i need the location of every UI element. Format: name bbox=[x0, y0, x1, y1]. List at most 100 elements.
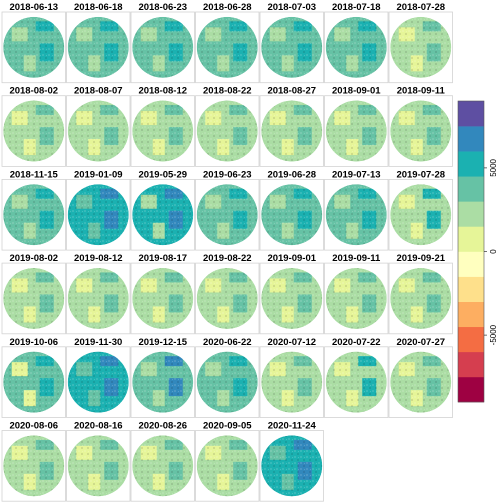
panel-2018-06-23: 2018-06-23 bbox=[130, 2, 195, 84]
panel-date-label: 2019-10-06 bbox=[9, 337, 58, 348]
panel-2018-07-18: 2018-07-18 bbox=[324, 2, 389, 84]
raster-disc bbox=[132, 184, 194, 246]
raster-disc bbox=[196, 435, 258, 497]
panel-frame bbox=[195, 178, 260, 251]
colorbar-segment bbox=[458, 176, 484, 202]
raster-disc bbox=[132, 351, 194, 413]
panel-2020-08-26: 2020-08-26 bbox=[130, 421, 195, 502]
raster-disc bbox=[67, 351, 129, 413]
panel-frame bbox=[388, 262, 453, 335]
panel-frame bbox=[1, 95, 66, 167]
panel-2019-08-22: 2019-08-22 bbox=[195, 253, 260, 335]
raster-disc bbox=[325, 100, 387, 162]
colorbar-segment bbox=[458, 326, 484, 353]
raster-texture bbox=[196, 184, 258, 246]
panel-date-label: 2018-06-13 bbox=[9, 2, 58, 13]
raster-disc bbox=[67, 184, 129, 246]
raster-texture bbox=[196, 435, 258, 497]
raster-texture bbox=[67, 435, 129, 497]
raster-disc bbox=[390, 16, 452, 78]
raster-texture bbox=[261, 16, 323, 78]
panel-frame bbox=[388, 95, 453, 167]
panel-date-label: 2018-08-12 bbox=[138, 86, 187, 97]
panel-date-label: 2018-07-03 bbox=[267, 2, 316, 13]
raster-disc bbox=[132, 267, 194, 329]
raster-texture bbox=[390, 16, 452, 78]
panel-2020-08-06: 2020-08-06 bbox=[1, 421, 66, 502]
panel-2018-08-02: 2018-08-02 bbox=[1, 86, 66, 167]
panel-date-label: 2019-05-29 bbox=[138, 169, 187, 180]
raster-disc bbox=[196, 351, 258, 413]
panel-frame bbox=[1, 430, 66, 502]
panel-2019-06-28: 2019-06-28 bbox=[259, 169, 324, 251]
panel-date-label: 2019-09-21 bbox=[396, 253, 445, 264]
panel-2020-07-12: 2020-07-12 bbox=[259, 337, 324, 418]
raster-texture bbox=[325, 100, 387, 162]
panel-frame bbox=[388, 178, 453, 251]
panel-date-label: 2018-08-07 bbox=[74, 86, 123, 97]
panel-2019-08-12: 2019-08-12 bbox=[66, 253, 131, 335]
raster-texture bbox=[132, 351, 194, 413]
raster-disc bbox=[390, 100, 452, 162]
raster-disc bbox=[261, 100, 323, 162]
raster-disc bbox=[261, 435, 323, 497]
raster-disc bbox=[390, 184, 452, 246]
panel-frame bbox=[259, 95, 324, 167]
panel-2019-11-30: 2019-11-30 bbox=[66, 337, 131, 418]
raster-disc bbox=[67, 16, 129, 78]
panel-date-label: 2020-07-22 bbox=[332, 337, 381, 348]
panel-frame bbox=[130, 430, 195, 502]
raster-texture bbox=[3, 267, 65, 329]
panel-date-label: 2019-09-11 bbox=[332, 253, 381, 264]
panel-2020-11-24: 2020-11-24 bbox=[259, 421, 324, 502]
raster-disc bbox=[196, 100, 258, 162]
colorbar-segment bbox=[458, 301, 484, 328]
raster-disc bbox=[3, 16, 65, 78]
panel-frame bbox=[259, 178, 324, 251]
panel-date-label: 2018-06-18 bbox=[74, 2, 123, 13]
raster-disc bbox=[132, 100, 194, 162]
colorbar-segment bbox=[458, 101, 484, 127]
raster-texture bbox=[3, 16, 65, 78]
raster-disc bbox=[325, 351, 387, 413]
raster-disc bbox=[3, 435, 65, 497]
panel-date-label: 2019-08-12 bbox=[74, 253, 123, 264]
panel-frame bbox=[130, 178, 195, 251]
panel-date-label: 2019-06-28 bbox=[267, 169, 316, 180]
panel-2019-07-13: 2019-07-13 bbox=[324, 169, 389, 251]
colorbar-segment bbox=[458, 201, 484, 227]
panel-2020-06-22: 2020-06-22 bbox=[195, 337, 260, 418]
raster-disc bbox=[390, 351, 452, 413]
raster-texture bbox=[132, 184, 194, 246]
panel-frame bbox=[66, 262, 131, 335]
panel-frame bbox=[324, 95, 389, 167]
raster-texture bbox=[3, 435, 65, 497]
panel-frame bbox=[388, 346, 453, 418]
panel-2019-05-29: 2019-05-29 bbox=[130, 169, 195, 251]
panel-frame bbox=[195, 11, 260, 84]
panel-2020-08-16: 2020-08-16 bbox=[66, 421, 131, 502]
panel-2020-07-22: 2020-07-22 bbox=[324, 337, 389, 418]
panel-date-label: 2018-07-18 bbox=[332, 2, 381, 13]
raster-disc bbox=[261, 184, 323, 246]
raster-disc bbox=[390, 267, 452, 329]
panel-date-label: 2018-11-15 bbox=[10, 169, 59, 180]
panel-date-label: 2018-09-11 bbox=[397, 86, 446, 97]
panel-frame bbox=[130, 346, 195, 418]
colorbar-segment bbox=[458, 251, 484, 277]
panel-date-label: 2019-08-02 bbox=[9, 253, 58, 264]
panel-date-label: 2019-12-15 bbox=[138, 337, 187, 348]
colorbar-segment bbox=[458, 351, 484, 378]
panel-date-label: 2020-08-16 bbox=[74, 421, 123, 432]
panel-2020-09-05: 2020-09-05 bbox=[195, 421, 260, 502]
raster-disc bbox=[3, 184, 65, 246]
panel-frame bbox=[1, 346, 66, 418]
raster-disc bbox=[261, 16, 323, 78]
panel-frame bbox=[130, 95, 195, 167]
raster-texture bbox=[132, 435, 194, 497]
raster-texture bbox=[261, 267, 323, 329]
panel-2018-06-18: 2018-06-18 bbox=[66, 2, 131, 84]
panel-2018-11-15: 2018-11-15 bbox=[1, 169, 66, 251]
raster-texture bbox=[196, 351, 258, 413]
panel-2018-07-28: 2018-07-28 bbox=[388, 2, 453, 84]
